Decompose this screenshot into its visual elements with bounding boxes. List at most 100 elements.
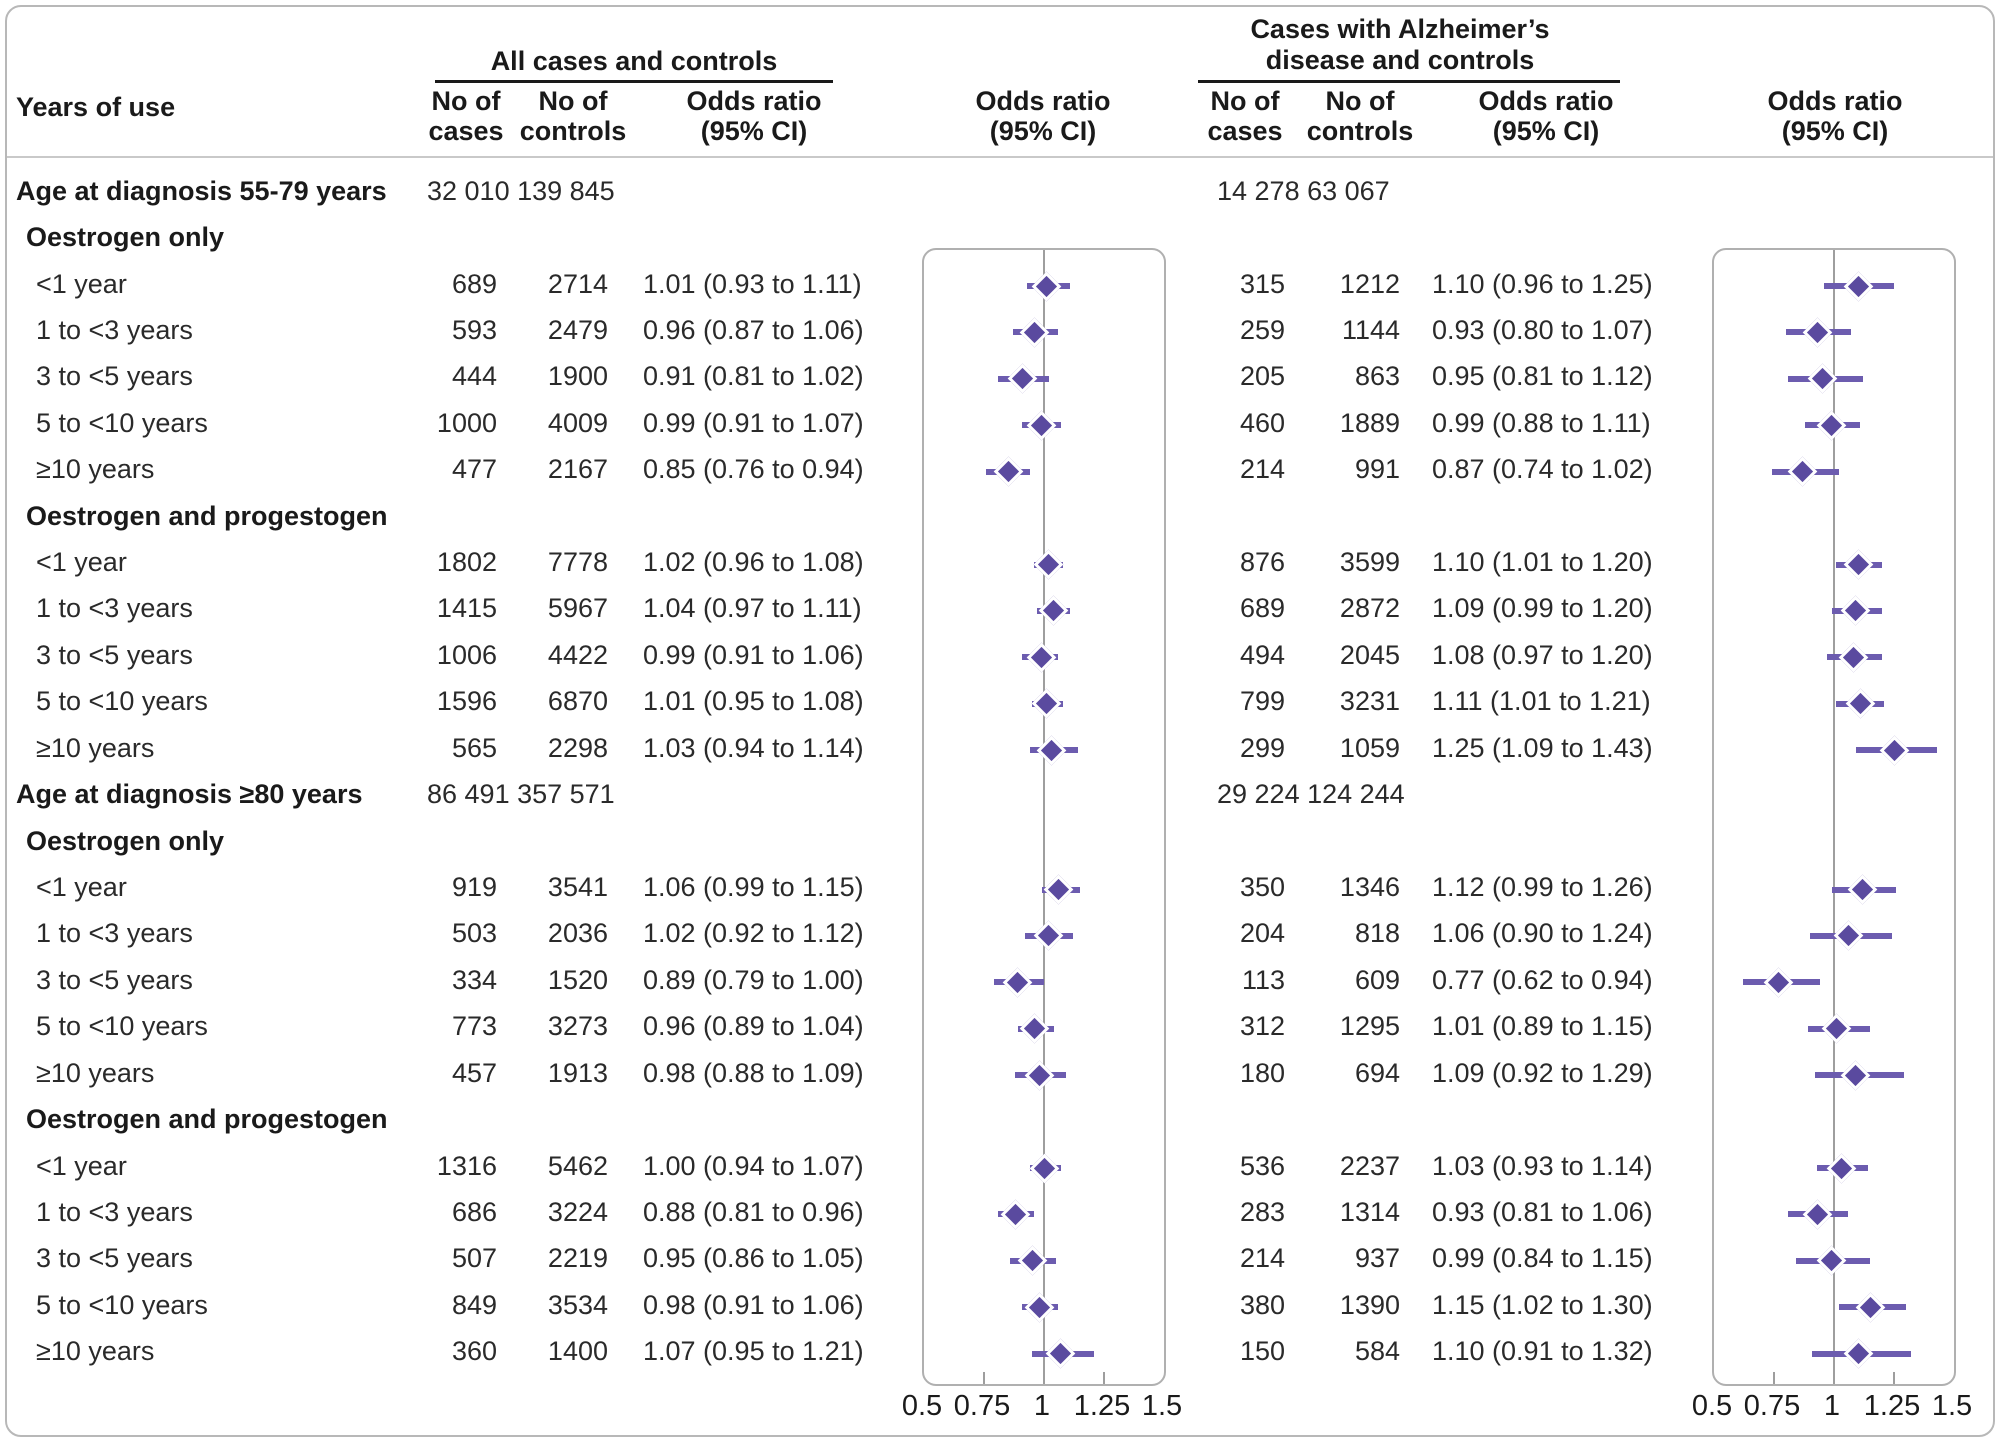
- col-header-g1-cases: No of cases: [406, 86, 526, 146]
- row-label: <1 year: [36, 1150, 127, 1181]
- table-row: 5 to <10 years 1000 4009 0.99 (0.91 to 1.07…: [0, 400, 2000, 446]
- table-row: ≥10 years 360 1400 1.07 (0.95 to 1.21) 150 58…: [0, 1329, 2000, 1375]
- odds-ratio-ci-value: 1.10 (0.91 to 1.32): [1432, 1336, 1653, 1367]
- cases-value: 1000: [436, 407, 497, 438]
- odds-ratio-ci-value: 1.01 (0.89 to 1.15): [1432, 1011, 1653, 1042]
- cases-value: 444: [451, 361, 497, 392]
- cases-value: 507: [451, 1243, 497, 1274]
- controls-value: 2237: [1339, 1150, 1400, 1181]
- cases-value: 334: [451, 964, 497, 995]
- axis-tick-label: 1.25: [1073, 1390, 1131, 1422]
- odds-ratio-ci-value: 0.96 (0.87 to 1.06): [643, 314, 864, 345]
- controls-value: 1390: [1339, 1289, 1400, 1320]
- controls-value: 3273: [547, 1011, 608, 1042]
- odds-ratio-ci-value: 0.85 (0.76 to 0.94): [643, 454, 864, 485]
- odds-ratio-ci-value: 1.01 (0.95 to 1.08): [643, 686, 864, 717]
- odds-ratio-ci-value: 0.89 (0.79 to 1.00): [643, 964, 864, 995]
- row-label: 3 to <5 years: [36, 1243, 193, 1274]
- controls-value: 2479: [547, 314, 608, 345]
- table-row: ≥10 years 565 2298 1.03 (0.94 to 1.14) 299 10…: [0, 725, 2000, 771]
- group2-totals: 14 278 63 067: [1217, 175, 1390, 206]
- controls-value: 1059: [1339, 732, 1400, 763]
- controls-value: 2298: [547, 732, 608, 763]
- cases-value: 876: [1239, 547, 1285, 578]
- cases-value: 283: [1239, 1196, 1285, 1227]
- odds-ratio-ci-value: 1.25 (1.09 to 1.43): [1432, 732, 1653, 763]
- axis-tick-label: 0.75: [953, 1390, 1011, 1422]
- controls-value: 1314: [1339, 1196, 1400, 1227]
- col-header-text: controls: [1306, 116, 1414, 146]
- axis-tick: [1103, 1372, 1105, 1384]
- row-label: Oestrogen only: [26, 825, 225, 856]
- controls-value: 818: [1354, 918, 1400, 949]
- group1-title: All cases and controls: [490, 46, 778, 76]
- cases-value: 360: [451, 1336, 497, 1367]
- table-row: 3 to <5 years 334 1520 0.89 (0.79 to 1.00) 1…: [0, 957, 2000, 1003]
- cases-value: 689: [451, 268, 497, 299]
- cases-value: 299: [1239, 732, 1285, 763]
- col-header-text: cases: [428, 116, 504, 146]
- odds-ratio-ci-value: 0.98 (0.91 to 1.06): [643, 1289, 864, 1320]
- odds-ratio-ci-value: 1.03 (0.94 to 1.14): [643, 732, 864, 763]
- odds-ratio-ci-value: 1.02 (0.92 to 1.12): [643, 918, 864, 949]
- cases-value: 593: [451, 314, 497, 345]
- odds-ratio-ci-value: 0.95 (0.81 to 1.12): [1432, 361, 1653, 392]
- col-header-text: No of: [1210, 86, 1280, 116]
- axis-tick-label: 1: [1823, 1390, 1841, 1422]
- table-row: 3 to <5 years 444 1900 0.91 (0.81 to 1.02) 2…: [0, 354, 2000, 400]
- cases-value: 1316: [436, 1150, 497, 1181]
- controls-value: 1520: [547, 964, 608, 995]
- cases-value: 259: [1239, 314, 1285, 345]
- axis-tick-label: 1.5: [1931, 1390, 1973, 1422]
- col-header-text: No of: [431, 86, 501, 116]
- row-label: <1 year: [36, 547, 127, 578]
- odds-ratio-ci-value: 0.93 (0.81 to 1.06): [1432, 1196, 1653, 1227]
- row-label: 5 to <10 years: [36, 686, 208, 717]
- table-row: Oestrogen and progestogen: [0, 1096, 2000, 1142]
- table-row: 3 to <5 years 507 2219 0.95 (0.86 to 1.05) 2…: [0, 1236, 2000, 1282]
- table-row: 1 to <3 years 686 3224 0.88 (0.81 to 0.96) 2…: [0, 1189, 2000, 1235]
- odds-ratio-ci-value: 0.77 (0.62 to 0.94): [1432, 964, 1653, 995]
- controls-value: 5967: [547, 593, 608, 624]
- table-row: 5 to <10 years 773 3273 0.96 (0.89 to 1.04)…: [0, 1004, 2000, 1050]
- odds-ratio-ci-value: 0.91 (0.81 to 1.02): [643, 361, 864, 392]
- controls-value: 7778: [547, 547, 608, 578]
- odds-ratio-ci-value: 1.06 (0.90 to 1.24): [1432, 918, 1653, 949]
- controls-value: 1889: [1339, 407, 1400, 438]
- group1-totals: 86 491 357 571: [427, 779, 615, 810]
- odds-ratio-ci-value: 1.15 (1.02 to 1.30): [1432, 1289, 1653, 1320]
- row-label: 3 to <5 years: [36, 639, 193, 670]
- col-header-text: controls: [519, 116, 627, 146]
- cases-value: 312: [1239, 1011, 1285, 1042]
- table-row: Age at diagnosis ≥80 years 86 491 357 571…: [0, 771, 2000, 817]
- cases-value: 773: [451, 1011, 497, 1042]
- table-row: 1 to <3 years 1415 5967 1.04 (0.97 to 1.11)…: [0, 586, 2000, 632]
- controls-value: 863: [1354, 361, 1400, 392]
- col-header-text: No of: [1325, 86, 1395, 116]
- axis-tick-label: 1.25: [1863, 1390, 1921, 1422]
- figure-border: [5, 5, 1995, 1437]
- controls-value: 2872: [1339, 593, 1400, 624]
- odds-ratio-ci-value: 1.03 (0.93 to 1.14): [1432, 1150, 1653, 1181]
- controls-value: 609: [1354, 964, 1400, 995]
- cases-value: 113: [1241, 964, 1285, 995]
- cases-value: 1596: [436, 686, 497, 717]
- axis-tick-label: 0.75: [1743, 1390, 1801, 1422]
- col-header-g1-controls: No of controls: [513, 86, 633, 146]
- col-header-text: Odds ratio: [975, 86, 1111, 116]
- cases-value: 565: [451, 732, 497, 763]
- table-row: Age at diagnosis 55-79 years 32 010 139 8…: [0, 168, 2000, 214]
- odds-ratio-ci-value: 0.88 (0.81 to 0.96): [643, 1196, 864, 1227]
- group2-totals: 29 224 124 244: [1217, 779, 1405, 810]
- table-row: Oestrogen only: [0, 214, 2000, 260]
- table-row: ≥10 years 477 2167 0.85 (0.76 to 0.94) 214 99…: [0, 447, 2000, 493]
- controls-value: 584: [1354, 1336, 1400, 1367]
- cases-value: 380: [1239, 1289, 1285, 1320]
- cases-value: 350: [1239, 872, 1285, 902]
- col-header-g2-odds-ratio: Odds ratio (95% CI): [1436, 86, 1656, 146]
- cases-value: 1802: [436, 547, 497, 578]
- controls-value: 1900: [547, 361, 608, 392]
- table-row: 1 to <3 years 503 2036 1.02 (0.92 to 1.12) 2…: [0, 911, 2000, 957]
- controls-value: 3534: [547, 1289, 608, 1320]
- controls-value: 1346: [1339, 872, 1400, 902]
